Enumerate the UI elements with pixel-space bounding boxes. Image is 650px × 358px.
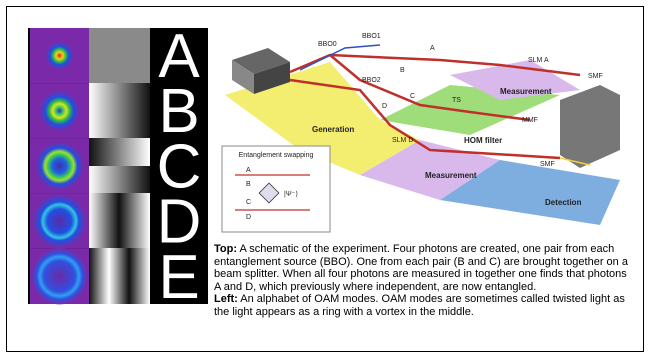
schematic-label: HOM filter	[464, 136, 502, 145]
inset-label: |Ψ⁻⟩	[284, 190, 298, 198]
mode-letter: D	[157, 188, 202, 257]
schematic-label: BBO2	[362, 77, 381, 84]
laser	[254, 62, 290, 94]
inset-label: D	[246, 214, 251, 221]
caption-left-text: An alphabet of OAM modes. OAM modes are …	[214, 293, 625, 318]
beam	[329, 54, 531, 122]
mode-letter: B	[158, 77, 199, 146]
phase-pattern	[89, 248, 109, 304]
phase-pattern	[89, 193, 119, 248]
schematic-label: A	[430, 45, 435, 52]
mode-letter: E	[158, 243, 199, 312]
schematic-label: Detection	[545, 198, 582, 207]
schematic-label: MMF	[522, 117, 538, 124]
schematic-label: Generation	[312, 125, 354, 134]
pump-beam	[299, 44, 381, 71]
caption-left-label: Left:	[214, 293, 238, 306]
schematic-label: B	[400, 67, 405, 74]
oam-ring	[45, 41, 74, 70]
mode-letter: C	[157, 132, 202, 201]
schematic-label: TS	[452, 97, 461, 104]
inset-label: A	[246, 167, 251, 174]
frame	[6, 6, 644, 352]
detector-box	[560, 85, 620, 168]
laser	[232, 48, 290, 74]
phase-pattern	[89, 166, 150, 193]
schematic-label: SLM A	[528, 57, 549, 64]
inset-label: C	[246, 199, 251, 206]
schematic-label: C	[410, 93, 415, 100]
inset-box	[221, 145, 331, 233]
oam-ring	[35, 142, 84, 190]
oam-ring	[39, 90, 80, 131]
schematic-label: SLM D	[392, 137, 413, 144]
beam	[289, 78, 561, 160]
caption-top-label: Top:	[214, 243, 238, 255]
schematic-label: Measurement	[425, 171, 477, 180]
inset-label: B	[246, 181, 251, 188]
phase-pattern	[109, 248, 129, 304]
oam-ring	[31, 248, 88, 305]
beam	[289, 53, 581, 77]
oam-ring	[32, 194, 87, 249]
schematic-label: BBO0	[318, 41, 337, 48]
phase-pattern	[129, 248, 150, 304]
phase-pattern	[89, 83, 150, 138]
inset-title: Entanglement swapping	[239, 152, 314, 159]
schematic-label: BBO1	[362, 33, 381, 40]
schematic-label: Measurement	[500, 87, 552, 96]
schematic-label: D	[382, 103, 387, 110]
caption-top-text: A schematic of the experiment. Four phot…	[214, 243, 628, 293]
mode-letter: A	[158, 22, 200, 91]
inset-splitter	[258, 182, 280, 204]
detection-zone	[440, 160, 620, 225]
schematic-label: SMF	[588, 73, 603, 80]
schematic-label: SMF	[540, 161, 555, 168]
caption: Top: A schematic of the experiment. Four…	[214, 243, 630, 319]
fiber	[559, 157, 591, 166]
measurement-zone	[450, 60, 580, 100]
phase-pattern	[119, 193, 150, 248]
measurement-zone	[360, 140, 500, 200]
phase-pattern	[89, 138, 150, 166]
laser	[232, 60, 254, 94]
phase-pattern	[89, 28, 150, 83]
